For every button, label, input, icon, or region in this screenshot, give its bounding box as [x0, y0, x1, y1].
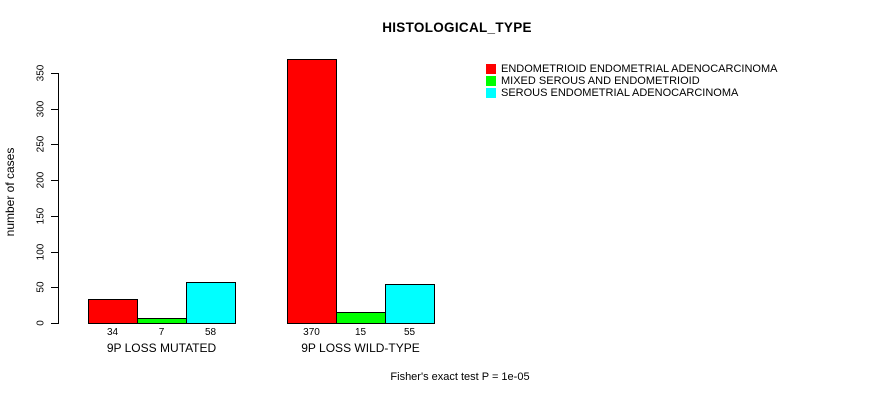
legend-color-swatch: [486, 88, 496, 98]
y-axis-tick-label: 250: [35, 135, 47, 153]
bar-value-label: 55: [403, 327, 416, 338]
y-axis-tick-label: 0: [35, 320, 47, 326]
legend-color-swatch: [486, 64, 496, 74]
bar-value-label: 7: [158, 327, 165, 338]
legend-color-swatch: [486, 76, 496, 86]
y-axis-tick: [51, 73, 58, 74]
y-axis-tick: [51, 216, 58, 217]
bar-value-label: 15: [354, 327, 367, 338]
x-axis-category-label: 9P LOSS WILD-TYPE: [301, 341, 420, 355]
y-axis-tick-label: 150: [35, 207, 47, 225]
y-axis-tick: [51, 180, 58, 181]
y-axis-tick: [51, 109, 58, 110]
bar-2-group-2: [336, 312, 386, 324]
bar-value-label: 58: [204, 327, 217, 338]
bar-3-group-1: [186, 282, 236, 324]
bar-value-label: 34: [106, 327, 119, 338]
bar-2-group-1: [137, 318, 187, 324]
chart-title: HISTOLOGICAL_TYPE: [382, 20, 532, 35]
y-axis-tick: [51, 323, 58, 324]
y-axis-tick: [51, 252, 58, 253]
y-axis-label: number of cases: [3, 147, 17, 237]
statistical-test-note: Fisher's exact test P = 1e-05: [390, 371, 530, 383]
y-axis-tick-label: 350: [35, 64, 47, 82]
legend-item-label: SEROUS ENDOMETRIAL ADENOCARCINOMA: [501, 87, 739, 99]
y-axis-tick-label: 50: [35, 281, 47, 293]
bar-1-group-1: [88, 299, 138, 324]
legend: ENDOMETRIOID ENDOMETRIAL ADENOCARCINOMA M…: [486, 63, 777, 99]
y-axis-tick-label: 200: [35, 171, 47, 189]
y-axis-tick-label: 100: [35, 243, 47, 261]
legend-item: MIXED SEROUS AND ENDOMETRIOID: [486, 75, 777, 87]
y-axis-tick: [51, 287, 58, 288]
x-axis-category-label: 9P LOSS MUTATED: [106, 341, 217, 355]
legend-item-label: ENDOMETRIOID ENDOMETRIAL ADENOCARCINOMA: [501, 63, 778, 75]
y-axis-line: [58, 73, 59, 324]
bar-3-group-2: [385, 284, 435, 324]
y-axis-tick: [51, 144, 58, 145]
bar-value-label: 370: [303, 327, 320, 338]
legend-item: SEROUS ENDOMETRIAL ADENOCARCINOMA: [486, 87, 777, 99]
y-axis-tick-label: 300: [35, 100, 47, 118]
legend-item-label: MIXED SEROUS AND ENDOMETRIOID: [501, 75, 700, 87]
bar-1-group-2: [287, 59, 337, 324]
legend-item: ENDOMETRIOID ENDOMETRIAL ADENOCARCINOMA: [486, 63, 777, 75]
